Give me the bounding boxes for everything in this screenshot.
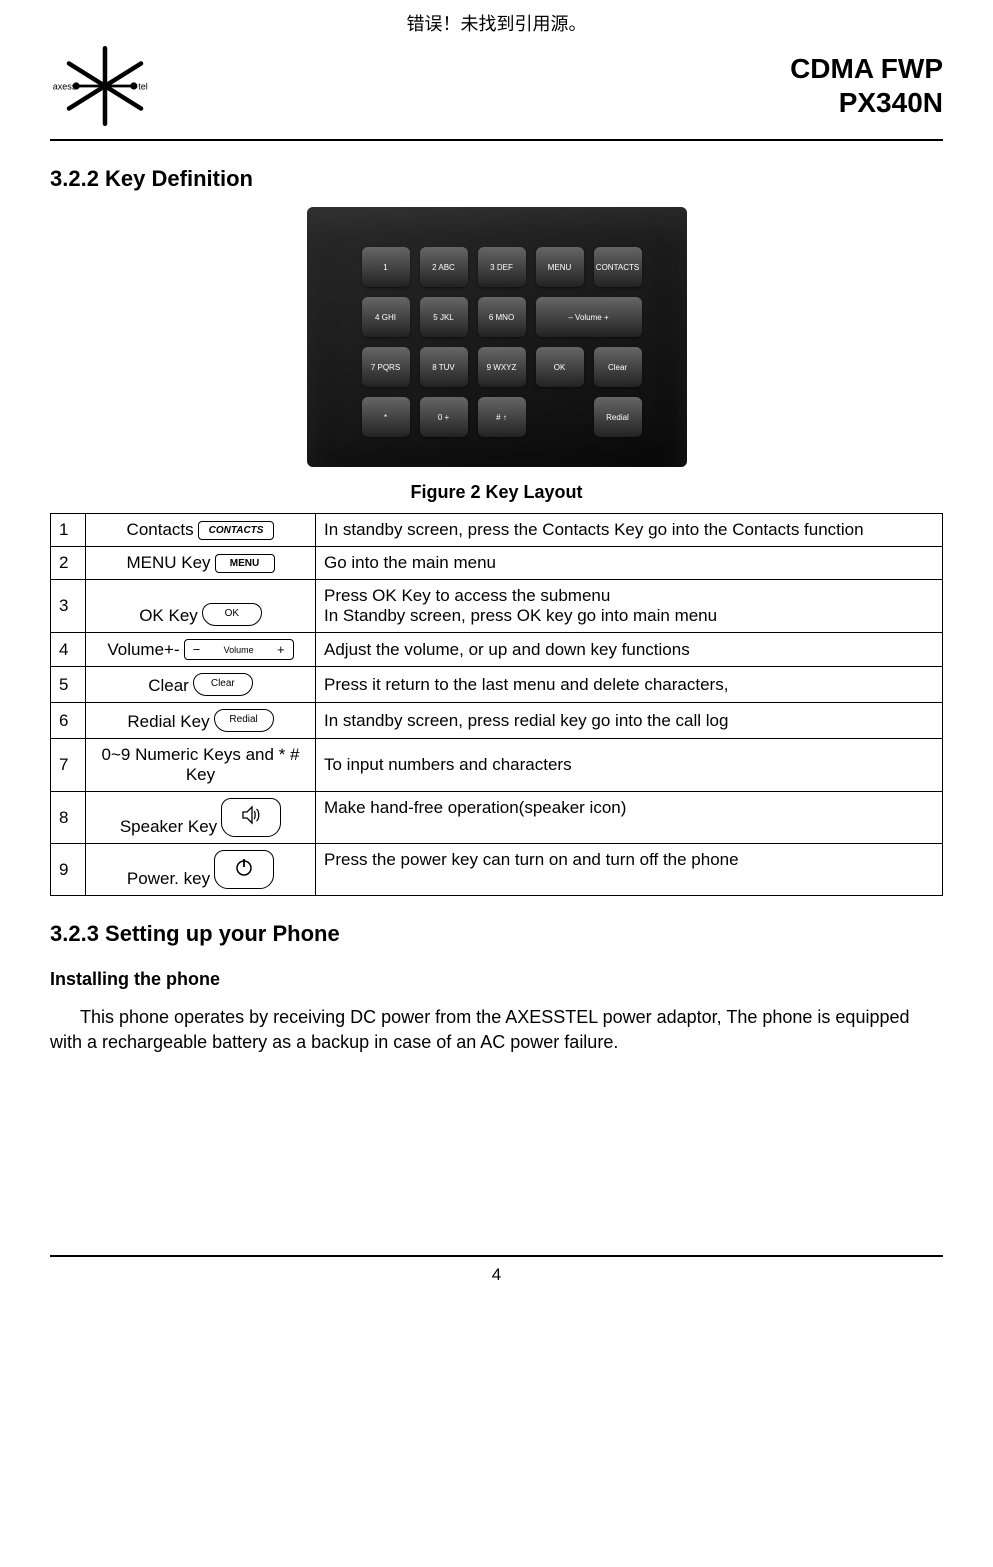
keypad-button: – Volume + — [536, 297, 642, 337]
table-row: 9 Power. key Press the power key can turn … — [51, 844, 943, 896]
installing-subheading: Installing the phone — [50, 969, 943, 990]
row-number: 2 — [51, 547, 86, 580]
product-line-2: PX340N — [790, 86, 943, 120]
keypad-button: # ↑ — [478, 397, 526, 437]
key-label-text: Contacts — [127, 520, 194, 540]
svg-text:tel: tel — [138, 82, 148, 92]
keypad-button: * — [362, 397, 410, 437]
keypad-button: 7 PQRS — [362, 347, 410, 387]
row-number: 3 — [51, 580, 86, 633]
product-line-1: CDMA FWP — [790, 52, 943, 86]
key-label-text: MENU Key — [126, 553, 210, 573]
key-definition-table: 1ContactsCONTACTSIn standby screen, pres… — [50, 513, 943, 896]
row-number: 7 — [51, 739, 86, 792]
keypad-button: 2 ABC — [420, 247, 468, 287]
key-label-text: Power. key — [127, 869, 210, 889]
table-row: 1ContactsCONTACTSIn standby screen, pres… — [51, 514, 943, 547]
key-cap-icon: OK — [202, 603, 262, 626]
svg-text:axess: axess — [53, 82, 77, 92]
page-footer: 4 — [50, 1255, 943, 1285]
table-row: 5ClearClearPress it return to the last m… — [51, 667, 943, 703]
key-description: Adjust the volume, or up and down key fu… — [316, 633, 943, 667]
keypad-photo: 12 ABC3 DEFMENUCONTACTS 4 GHI5 JKL6 MNO– … — [307, 207, 687, 467]
key-description: Press OK Key to access the submenuIn Sta… — [316, 580, 943, 633]
keypad-button: Clear — [594, 347, 642, 387]
installing-body: This phone operates by receiving DC powe… — [50, 1005, 943, 1055]
key-label-cell: Speaker Key — [86, 792, 316, 844]
table-row: 70~9 Numeric Keys and * # KeyTo input nu… — [51, 739, 943, 792]
key-label-cell: OK KeyOK — [86, 580, 316, 633]
keypad-button: 8 TUV — [420, 347, 468, 387]
keypad-button: 4 GHI — [362, 297, 410, 337]
row-number: 5 — [51, 667, 86, 703]
keypad-button: 6 MNO — [478, 297, 526, 337]
key-label-text: Clear — [148, 676, 189, 696]
key-label-cell: ContactsCONTACTS — [86, 514, 316, 547]
key-cap-icon: CONTACTS — [198, 521, 275, 540]
row-number: 4 — [51, 633, 86, 667]
key-cap-icon: MENU — [215, 554, 275, 573]
key-label-cell: 0~9 Numeric Keys and * # Key — [86, 739, 316, 792]
axesstel-logo-icon: axess tel — [50, 41, 160, 131]
logo: axess tel — [50, 41, 160, 131]
key-description: Go into the main menu — [316, 547, 943, 580]
page-number: 4 — [492, 1265, 501, 1284]
key-label-text: Redial Key — [127, 712, 209, 732]
key-label-text: Volume+- — [107, 640, 179, 660]
key-cap-icon — [214, 850, 274, 889]
section-heading-setup: 3.2.3 Setting up your Phone — [50, 921, 943, 947]
key-description: Make hand-free operation(speaker icon) — [316, 792, 943, 844]
row-number: 8 — [51, 792, 86, 844]
keypad-button: CONTACTS — [594, 247, 642, 287]
figure-2: 12 ABC3 DEFMENUCONTACTS 4 GHI5 JKL6 MNO– … — [50, 207, 943, 503]
keypad-button: OK — [536, 347, 584, 387]
key-label-cell: Volume+-−Volume+ — [86, 633, 316, 667]
keypad-button: Redial — [594, 397, 642, 437]
key-label-text: Speaker Key — [120, 817, 217, 837]
key-label-cell: Power. key — [86, 844, 316, 896]
key-description: Press the power key can turn on and turn… — [316, 844, 943, 896]
speaker-icon — [239, 803, 263, 827]
key-cap-icon: Redial — [214, 709, 274, 732]
figure-caption: Figure 2 Key Layout — [50, 482, 943, 503]
key-description: To input numbers and characters — [316, 739, 943, 792]
key-description: Press it return to the last menu and del… — [316, 667, 943, 703]
key-label-cell: Redial KeyRedial — [86, 703, 316, 739]
row-number: 9 — [51, 844, 86, 896]
key-cap-icon — [221, 798, 281, 837]
keypad-button: 3 DEF — [478, 247, 526, 287]
table-row: 4Volume+-−Volume+Adjust the volume, or u… — [51, 633, 943, 667]
table-row: 8 Speaker Key Make hand-free operation(spe… — [51, 792, 943, 844]
table-row: 2 MENU Key MENU Go into the main menu — [51, 547, 943, 580]
key-label-cell: MENU Key MENU — [86, 547, 316, 580]
key-description: In standby screen, press the Contacts Ke… — [316, 514, 943, 547]
key-label-cell: ClearClear — [86, 667, 316, 703]
key-label-text: OK Key — [139, 606, 198, 626]
power-icon — [232, 855, 256, 879]
row-number: 6 — [51, 703, 86, 739]
error-banner: 错误！未找到引用源。 — [50, 10, 943, 36]
keypad-button: 0 + — [420, 397, 468, 437]
table-row: 3OK KeyOKPress OK Key to access the subm… — [51, 580, 943, 633]
key-cap-icon: −Volume+ — [184, 639, 294, 660]
keypad-button: 5 JKL — [420, 297, 468, 337]
row-number: 1 — [51, 514, 86, 547]
keypad-button: MENU — [536, 247, 584, 287]
table-row: 6Redial KeyRedialIn standby screen, pres… — [51, 703, 943, 739]
header-title: CDMA FWP PX340N — [790, 52, 943, 119]
section-heading-key-definition: 3.2.2 Key Definition — [50, 166, 943, 192]
keypad-button: 1 — [362, 247, 410, 287]
key-description: In standby screen, press redial key go i… — [316, 703, 943, 739]
keypad-button: 9 WXYZ — [478, 347, 526, 387]
page-header: axess tel CDMA FWP PX340N — [50, 41, 943, 141]
key-cap-icon: Clear — [193, 673, 253, 696]
